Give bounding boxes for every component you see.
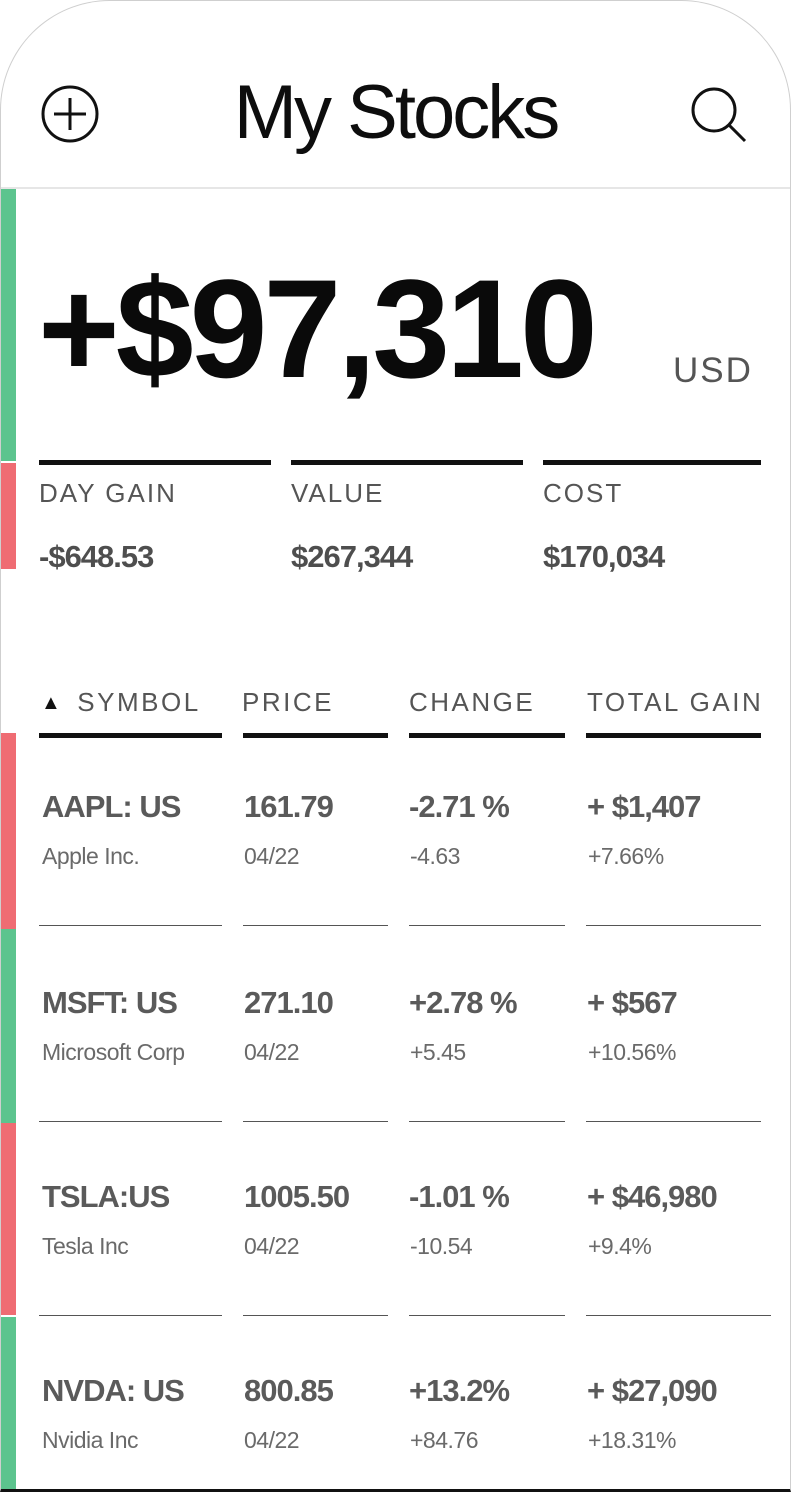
column-header-symbol[interactable]: ▲ SYMBOL [41, 687, 201, 718]
change-amount: +84.76 [410, 1427, 479, 1453]
column-header-change[interactable]: CHANGE [409, 687, 535, 718]
currency-label: USD [673, 351, 753, 390]
price-date: 04/22 [244, 843, 300, 869]
stock-name: Microsoft Corp [42, 1039, 185, 1065]
stock-symbol: TSLA:US [42, 1179, 170, 1214]
total-gain-percent: +10.56% [588, 1039, 676, 1065]
summary-rule [543, 460, 761, 465]
change-amount: -4.63 [410, 843, 460, 869]
column-header-price[interactable]: PRICE [242, 687, 334, 718]
stock-symbol: NVDA: US [42, 1373, 185, 1408]
total-gain-percent: +18.31% [588, 1427, 676, 1453]
stock-symbol: MSFT: US [42, 985, 178, 1020]
summary-value: -$648.53 [39, 539, 154, 574]
header-rule [586, 733, 761, 738]
triangle-up-icon: ▲ [41, 692, 64, 714]
row-divider [39, 1121, 222, 1122]
summary-value: $170,034 [543, 539, 665, 574]
search-icon [691, 87, 747, 143]
summary-label: DAY GAIN [39, 478, 177, 508]
total-gain: + $1,407 [587, 789, 702, 824]
price-date: 04/22 [244, 1233, 300, 1259]
stock-symbol: AAPL: US [42, 789, 181, 824]
header-rule [39, 733, 222, 738]
app-header: My Stocks [1, 1, 790, 189]
summary-label: VALUE [291, 478, 385, 508]
stock-row-tsla[interactable]: TSLA:US Tesla Inc 1005.50 04/22 -1.01 % … [1, 1123, 790, 1319]
row-divider [243, 1121, 388, 1122]
row-divider [243, 925, 388, 926]
price-date: 04/22 [244, 1427, 300, 1453]
row-divider [39, 925, 222, 926]
summary-rule [39, 460, 271, 465]
total-gain: + $567 [587, 985, 678, 1020]
summary-label: COST [543, 478, 624, 508]
search-button[interactable] [687, 83, 749, 145]
summary-day-gain: DAY GAIN -$648.53 [39, 460, 271, 575]
row-status-stripe [1, 1123, 16, 1315]
header-rule [409, 733, 565, 738]
stock-name: Nvidia Inc [42, 1427, 138, 1453]
change-percent: -2.71 % [409, 789, 510, 824]
summary-rule [291, 460, 523, 465]
column-header-label: CHANGE [409, 687, 536, 717]
portfolio-status-stripe [1, 189, 16, 461]
column-header-label: TOTAL GAIN [587, 687, 764, 717]
row-divider [409, 1315, 565, 1316]
stock-price: 1005.50 [244, 1179, 350, 1214]
row-status-stripe [1, 1317, 16, 1489]
row-divider [243, 1315, 388, 1316]
add-stock-button[interactable] [39, 83, 101, 145]
stock-row-nvda[interactable]: NVDA: US Nvidia Inc 800.85 04/22 +13.2% … [1, 1317, 790, 1489]
stock-price: 800.85 [244, 1373, 334, 1408]
column-header-label: PRICE [242, 687, 334, 717]
stock-row-msft[interactable]: MSFT: US Microsoft Corp 271.10 04/22 +2.… [1, 929, 790, 1125]
column-header-label: SYMBOL [77, 687, 201, 717]
change-percent: -1.01 % [409, 1179, 510, 1214]
row-divider [586, 1121, 761, 1122]
header-rule [243, 733, 388, 738]
row-divider [409, 1121, 565, 1122]
change-amount: -10.54 [410, 1233, 473, 1259]
row-divider [39, 1315, 222, 1316]
change-amount: +5.45 [410, 1039, 466, 1065]
stock-price: 271.10 [244, 985, 334, 1020]
row-status-stripe [1, 929, 16, 1123]
row-status-stripe [1, 733, 16, 929]
stock-name: Apple Inc. [42, 843, 140, 869]
total-gain-percent: +7.66% [588, 843, 664, 869]
change-percent: +13.2% [409, 1373, 510, 1408]
row-divider [586, 1315, 771, 1316]
summary-cost: COST $170,034 [543, 460, 761, 575]
total-gain: + $46,980 [587, 1179, 718, 1214]
stock-row-aapl[interactable]: AAPL: US Apple Inc. 161.79 04/22 -2.71 %… [1, 733, 790, 929]
day-gain-status-stripe [1, 463, 16, 569]
stock-name: Tesla Inc [42, 1233, 129, 1259]
page-title: My Stocks [233, 70, 561, 155]
column-header-total-gain[interactable]: TOTAL GAIN [587, 687, 763, 718]
total-gain: + $27,090 [587, 1373, 718, 1408]
row-divider [586, 925, 761, 926]
row-divider [409, 925, 565, 926]
stock-price: 161.79 [244, 789, 334, 824]
total-gain-value: +$97,310 [38, 250, 598, 407]
summary-value-total: VALUE $267,344 [291, 460, 523, 575]
total-gain-percent: +9.4% [588, 1233, 652, 1259]
change-percent: +2.78 % [409, 985, 518, 1020]
price-date: 04/22 [244, 1039, 300, 1065]
summary-value: $267,344 [291, 539, 413, 574]
plus-circle-icon [41, 85, 99, 143]
